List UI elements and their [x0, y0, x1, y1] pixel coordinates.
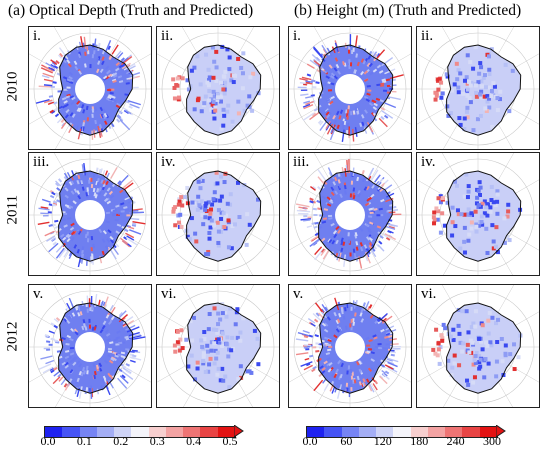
- map-panel: v.: [28, 284, 152, 408]
- map-panel: iv.: [156, 152, 280, 276]
- panel-label: ii.: [421, 28, 434, 44]
- colorbar-segment: [307, 427, 325, 437]
- colorbar-segment: [479, 427, 497, 437]
- map-panel: iv.: [416, 152, 540, 276]
- panel-label: vi.: [161, 286, 177, 302]
- colorbar-tick-label: 0.0: [40, 434, 56, 448]
- colorbar-tick-label: 0.3: [149, 434, 165, 448]
- year-label-2012: 2012: [4, 321, 21, 352]
- panel-label: iv.: [161, 154, 176, 170]
- height-colorbar: [306, 426, 498, 438]
- antarctica-polar-map-icon: [29, 27, 151, 149]
- panel-label: iii.: [33, 154, 50, 170]
- map-panel: ii.: [156, 26, 280, 150]
- antarctica-polar-map-icon: [289, 27, 411, 149]
- colorbar-segment: [45, 427, 63, 437]
- colorbar-segment: [358, 427, 377, 437]
- colorbar-segment: [114, 427, 132, 437]
- panel-label: ii.: [161, 28, 174, 44]
- map-panel: i.: [28, 26, 152, 150]
- colorbar-segment: [131, 427, 149, 437]
- colorbar-segment: [62, 427, 80, 437]
- panel-label: v.: [293, 286, 304, 302]
- antarctica-polar-map-icon: [157, 153, 279, 275]
- colorbar-segment: [148, 427, 166, 437]
- colorbar-segment: [165, 427, 184, 437]
- map-panel: vi.: [416, 284, 540, 408]
- colorbar-tick-label: 240: [446, 434, 465, 448]
- colorbar-tick-label: 60: [340, 434, 353, 448]
- height-colorbar-arrow-icon: [496, 425, 506, 438]
- colorbar-segment: [427, 427, 446, 437]
- antarctica-polar-map-icon: [157, 285, 279, 407]
- colorbar-tick-label: 0.2: [113, 434, 129, 448]
- year-label-2011: 2011: [4, 195, 21, 225]
- colorbar-tick-label: 0.1: [76, 434, 92, 448]
- panel-label: vi.: [421, 286, 437, 302]
- antarctica-polar-map-icon: [157, 27, 279, 149]
- colorbar-segment: [445, 427, 463, 437]
- optical-depth-colorbar-arrow-icon: [234, 425, 244, 438]
- colorbar-segment: [200, 427, 218, 437]
- panel-label: iv.: [421, 154, 436, 170]
- colorbar-segment: [217, 427, 235, 437]
- map-panel: iii.: [28, 152, 152, 276]
- panel-label: i.: [293, 28, 301, 44]
- antarctica-polar-map-icon: [29, 285, 151, 407]
- colorbar-segment: [341, 427, 359, 437]
- colorbar-tick-label: 300: [483, 434, 501, 448]
- colorbar-segment: [393, 427, 411, 437]
- map-panel: v.: [288, 284, 412, 408]
- panel-label: v.: [33, 286, 44, 302]
- colorbar-segment: [79, 427, 97, 437]
- panel-label: i.: [33, 28, 41, 44]
- antarctica-polar-map-icon: [289, 153, 411, 275]
- panel-label: iii.: [293, 154, 310, 170]
- year-label-2010: 2010: [4, 71, 21, 102]
- map-panel: ii.: [416, 26, 540, 150]
- colorbar-segment: [376, 427, 394, 437]
- colorbar-segment: [324, 427, 342, 437]
- colorbar-tick-label: 0.4: [186, 434, 202, 448]
- map-panel: vi.: [156, 284, 280, 408]
- colorbar-segment: [462, 427, 480, 437]
- optical-depth-heading: (a) Optical Depth (Truth and Predicted): [8, 2, 254, 19]
- colorbar-segment: [410, 427, 428, 437]
- height-heading: (b) Height (m) (Truth and Predicted): [294, 2, 522, 19]
- antarctica-polar-map-icon: [289, 285, 411, 407]
- antarctica-polar-map-icon: [417, 27, 539, 149]
- colorbar-tick-label: 180: [410, 434, 429, 448]
- colorbar-tick-label: 0.0: [302, 434, 318, 448]
- optical-depth-colorbar: [44, 426, 236, 438]
- map-panel: iii.: [288, 152, 412, 276]
- colorbar-segment: [183, 427, 201, 437]
- antarctica-polar-map-icon: [417, 153, 539, 275]
- colorbar-segment: [96, 427, 115, 437]
- antarctica-polar-map-icon: [417, 285, 539, 407]
- colorbar-tick-label: 120: [373, 434, 392, 448]
- colorbar-tick-label: 0.5: [222, 434, 238, 448]
- antarctica-polar-map-icon: [29, 153, 151, 275]
- map-panel: i.: [288, 26, 412, 150]
